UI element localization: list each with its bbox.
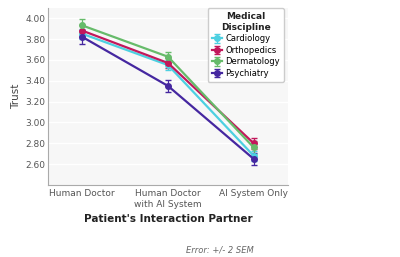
Text: Error: +/- 2 SEM: Error: +/- 2 SEM bbox=[186, 245, 254, 254]
Legend: Cardiology, Orthopedics, Dermatology, Psychiatry: Cardiology, Orthopedics, Dermatology, Ps… bbox=[208, 8, 284, 82]
Y-axis label: Trust: Trust bbox=[11, 84, 21, 109]
X-axis label: Patient's Interaction Partner: Patient's Interaction Partner bbox=[84, 214, 252, 224]
